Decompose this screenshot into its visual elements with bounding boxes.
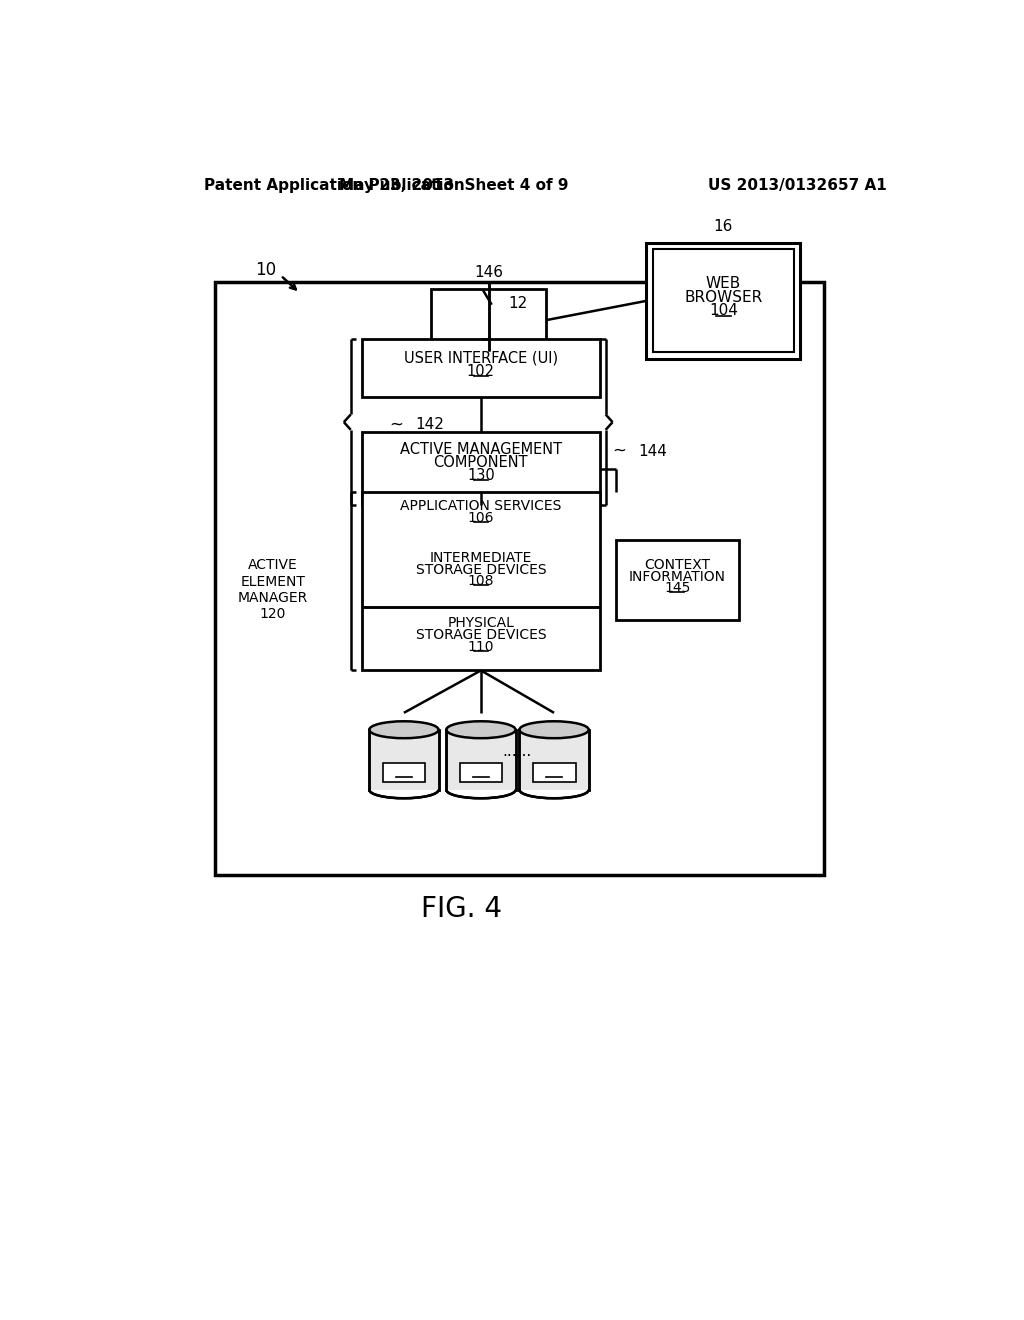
Text: BROWSER: BROWSER xyxy=(684,289,763,305)
Text: ACTIVE MANAGEMENT: ACTIVE MANAGEMENT xyxy=(399,442,562,457)
Text: STORAGE DEVICES: STORAGE DEVICES xyxy=(416,628,546,642)
Text: 106: 106 xyxy=(468,511,495,525)
Text: May 23, 2013  Sheet 4 of 9: May 23, 2013 Sheet 4 of 9 xyxy=(339,178,568,193)
Bar xyxy=(370,730,438,789)
Text: 130: 130 xyxy=(467,469,495,483)
Bar xyxy=(652,249,795,352)
Text: 10: 10 xyxy=(255,261,275,279)
Ellipse shape xyxy=(370,721,438,738)
Text: PHYSICAL: PHYSICAL xyxy=(447,616,514,631)
Text: ACTIVE
ELEMENT
MANAGER
120: ACTIVE ELEMENT MANAGER 120 xyxy=(238,558,308,620)
Text: 110: 110 xyxy=(468,640,495,653)
Text: 104: 104 xyxy=(709,304,738,318)
Bar xyxy=(534,763,575,781)
Bar xyxy=(215,281,823,875)
Text: APPLICATION SERVICES: APPLICATION SERVICES xyxy=(400,499,561,512)
Text: 108a: 108a xyxy=(539,767,570,779)
Text: 102: 102 xyxy=(467,364,495,379)
Bar xyxy=(460,763,503,781)
Text: STORAGE DEVICES: STORAGE DEVICES xyxy=(416,562,546,577)
Bar xyxy=(615,540,739,620)
Text: ......: ...... xyxy=(503,743,531,759)
Ellipse shape xyxy=(446,721,515,738)
Text: WEB: WEB xyxy=(706,276,741,290)
Bar xyxy=(519,730,589,789)
Text: 108a: 108a xyxy=(465,767,497,779)
Text: 108: 108 xyxy=(468,574,495,589)
Bar xyxy=(361,492,600,671)
Text: 146: 146 xyxy=(474,265,503,280)
Text: 16: 16 xyxy=(714,219,733,234)
Text: INTERMEDIATE: INTERMEDIATE xyxy=(430,550,532,565)
Text: CONTEXT: CONTEXT xyxy=(644,558,711,572)
Text: INFORMATION: INFORMATION xyxy=(629,569,726,583)
Text: Patent Application Publication: Patent Application Publication xyxy=(204,178,465,193)
Text: ~: ~ xyxy=(389,414,403,433)
Text: 144: 144 xyxy=(639,444,668,458)
Bar xyxy=(361,432,600,506)
Bar xyxy=(446,730,515,789)
Text: COMPONENT: COMPONENT xyxy=(433,455,528,470)
Bar xyxy=(361,339,600,397)
Bar xyxy=(383,763,425,781)
Text: FIG. 4: FIG. 4 xyxy=(421,895,502,923)
Bar xyxy=(646,243,801,359)
Text: ~: ~ xyxy=(612,442,627,459)
Bar xyxy=(431,289,547,351)
Text: US 2013/0132657 A1: US 2013/0132657 A1 xyxy=(708,178,887,193)
Ellipse shape xyxy=(519,721,589,738)
Text: 142: 142 xyxy=(416,417,444,432)
Text: 12: 12 xyxy=(508,296,527,310)
Text: USER INTERFACE (UI): USER INTERFACE (UI) xyxy=(403,351,558,366)
Text: 145: 145 xyxy=(665,581,690,595)
Text: 108a: 108a xyxy=(388,767,420,779)
